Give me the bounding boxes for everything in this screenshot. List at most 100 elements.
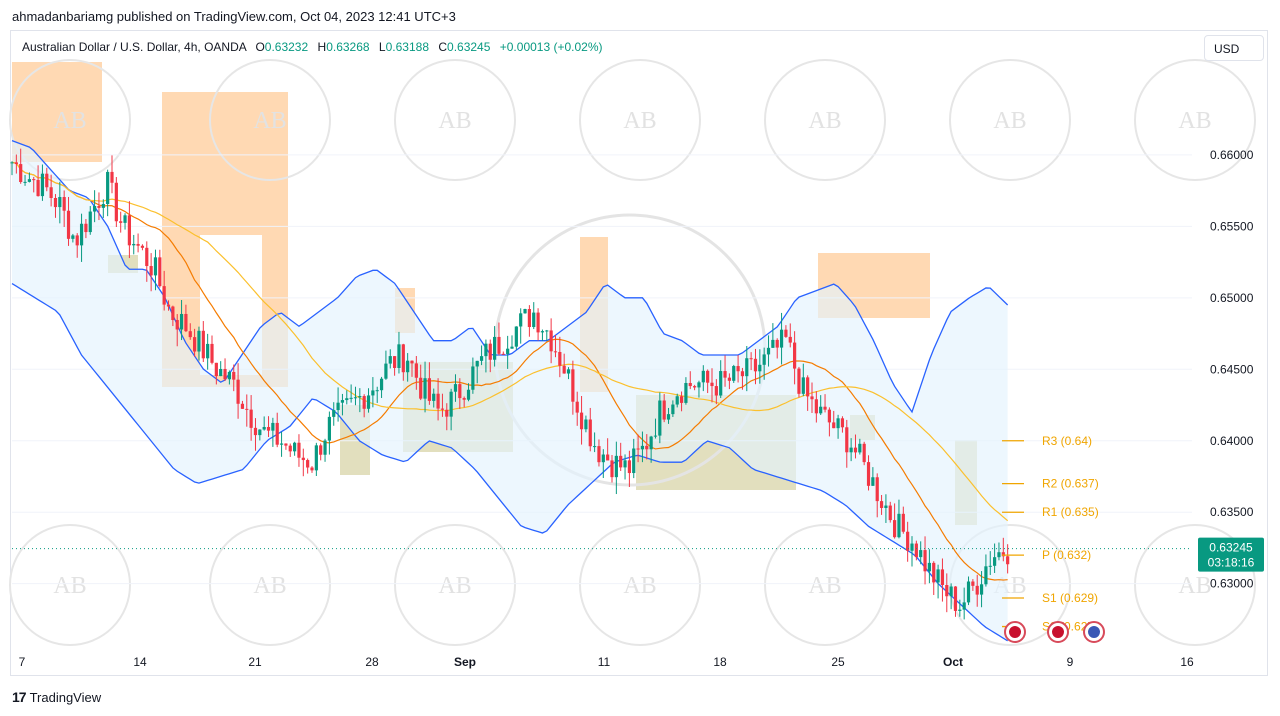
- candle-body-187: [823, 406, 827, 410]
- candle-body-6: [36, 179, 40, 197]
- candle-body-207: [910, 543, 914, 551]
- x-tick-2: 21: [248, 655, 262, 669]
- candle-body-93: [414, 363, 418, 378]
- change-value: +0.00013 (+0.02%): [499, 40, 603, 54]
- ma-orange-line: [11, 161, 1008, 581]
- x-tick-8: Oct: [943, 655, 963, 669]
- candle-body-195: [858, 443, 862, 453]
- close-value: 0.63245: [447, 40, 491, 54]
- candle-body-15: [75, 235, 79, 246]
- candle-body-105: [466, 389, 471, 400]
- candle-body-128: [566, 369, 571, 374]
- candle-body-145: [640, 445, 645, 450]
- candle-body-185: [814, 399, 818, 414]
- candle-body-190: [836, 418, 840, 429]
- candle-body-206: [906, 531, 910, 551]
- candle-body-90: [401, 344, 405, 373]
- candle-body-151: [666, 414, 671, 420]
- candle-body-229: [1006, 556, 1010, 565]
- candle-body-44: [201, 330, 205, 359]
- candle-body-103: [458, 384, 462, 399]
- candle-body-22: [106, 171, 110, 205]
- lower-band-line: [11, 282, 1008, 642]
- footer-brand: 17 TradingView: [12, 689, 101, 705]
- candle-body-171: [753, 358, 758, 372]
- candle-body-56: [253, 427, 258, 436]
- candle-body-173: [762, 354, 766, 365]
- chart-frame: [10, 30, 1268, 676]
- candle-body-126: [558, 351, 562, 366]
- candle-body-2: [19, 164, 23, 183]
- candle-body-37: [171, 306, 175, 321]
- candle-body-141: [623, 460, 627, 468]
- candle-body-117: [519, 313, 523, 327]
- candle-body-72: [323, 440, 327, 455]
- candle-body-8: [45, 173, 49, 188]
- candle-body-130: [575, 401, 579, 413]
- candle-body-204: [897, 513, 901, 538]
- candle-body-95: [423, 378, 427, 399]
- candle-body-81: [362, 396, 366, 409]
- candle-body-83: [371, 390, 375, 396]
- candle-body-108: [479, 356, 484, 361]
- watermark-1-0: [209, 59, 331, 181]
- candle-body-107: [475, 360, 479, 367]
- candle-body-61: [275, 422, 279, 445]
- candle-body-49: [223, 368, 227, 380]
- candle-body-35: [162, 286, 166, 305]
- last-price-badge: [1198, 537, 1264, 572]
- watermark-5-0: [949, 59, 1071, 181]
- candle-body-28: [132, 243, 136, 246]
- candle-body-115: [510, 346, 514, 349]
- candle-body-89: [397, 344, 401, 368]
- candle-body-18: [88, 211, 92, 233]
- candle-body-101: [449, 391, 453, 417]
- candle-body-159: [701, 370, 705, 383]
- candle-body-153: [675, 396, 679, 405]
- watermark-mark-3-1: AB: [623, 573, 656, 599]
- last-price-value: 0.63245: [1209, 541, 1253, 555]
- candle-body-102: [453, 384, 458, 392]
- candle-body-218: [958, 609, 962, 611]
- open-label: O: [255, 40, 265, 54]
- candle-body-38: [175, 320, 179, 330]
- y-tick-5: 0.63500: [1210, 505, 1254, 519]
- candle-body-47: [214, 362, 218, 377]
- low-label: L: [378, 40, 386, 54]
- candle-body-29: [136, 243, 140, 246]
- candle-body-94: [419, 377, 423, 399]
- candle-body-176: [775, 339, 779, 348]
- candle-body-33: [153, 257, 158, 276]
- candle-body-77: [345, 398, 349, 401]
- watermark-mark-6-1: AB: [1178, 573, 1211, 599]
- candle-body-184: [810, 396, 814, 400]
- candle-body-213: [936, 569, 940, 583]
- currency-button[interactable]: USD: [1204, 35, 1264, 61]
- candle-body-27: [127, 215, 131, 246]
- candle-body-71: [319, 445, 323, 455]
- chart-legend: Australian Dollar / U.S. Dollar, 4h, OAN…: [22, 40, 603, 54]
- low-value: 0.63188: [385, 40, 429, 54]
- candle-body-154: [679, 396, 684, 403]
- candle-body-165: [727, 377, 731, 381]
- y-tick-4: 0.64000: [1210, 434, 1254, 448]
- candle-body-85: [379, 378, 384, 391]
- candle-body-99: [440, 408, 445, 410]
- symbol-title: Australian Dollar / U.S. Dollar, 4h, OAN…: [22, 40, 247, 54]
- candle-body-175: [771, 339, 775, 348]
- ma-yellow-line: [11, 161, 1009, 522]
- candle-body-138: [610, 460, 614, 478]
- candle-body-52: [236, 379, 240, 404]
- candle-body-30: [140, 245, 145, 248]
- candle-body-23: [110, 171, 114, 183]
- candle-body-60: [271, 422, 275, 431]
- event-flag-fill-0: [1009, 626, 1021, 638]
- watermark-0-0: [9, 59, 131, 181]
- candle-body-50: [227, 371, 231, 380]
- candle-body-91: [406, 360, 410, 373]
- watermark-mark-6-0: AB: [1178, 108, 1211, 134]
- candle-body-132: [584, 419, 588, 430]
- candle-body-146: [645, 445, 649, 450]
